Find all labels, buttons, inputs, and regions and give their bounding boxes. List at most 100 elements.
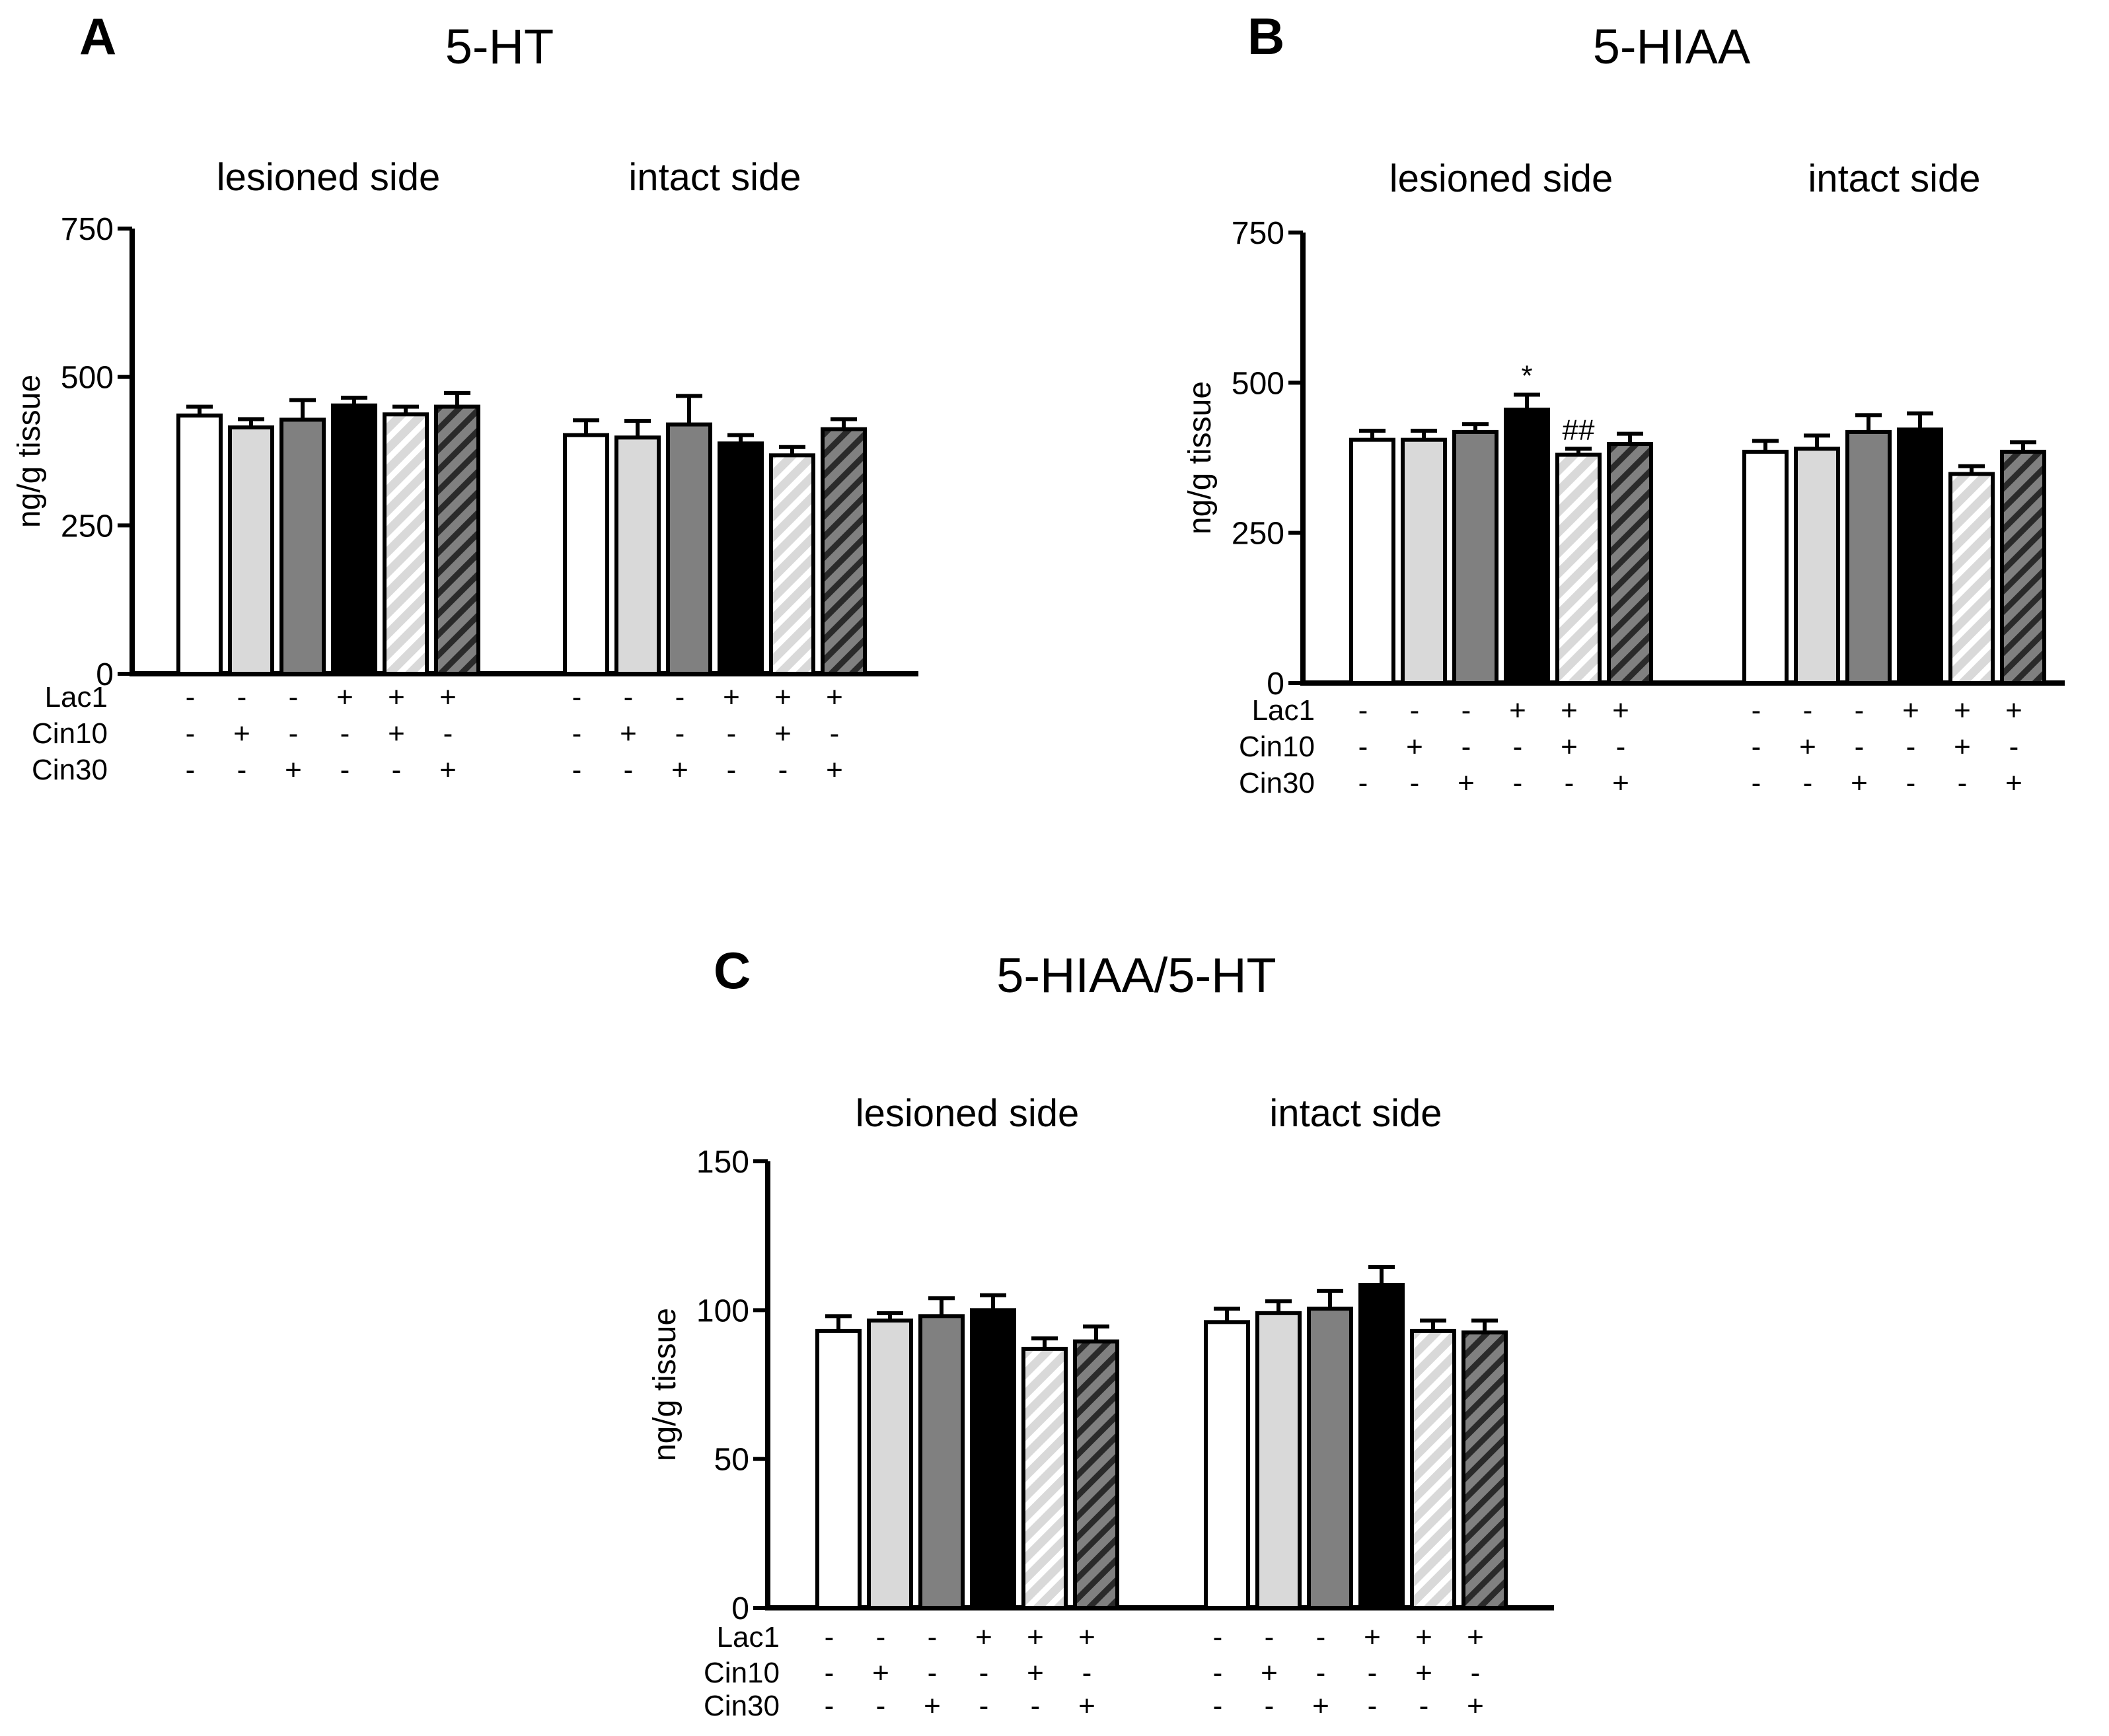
treatment-symbol: + — [1078, 1690, 1095, 1722]
treatment-symbol: - — [1803, 767, 1813, 799]
treatment-row-label: Lac1 — [1252, 694, 1315, 727]
bar — [815, 1328, 862, 1610]
treatment-symbol: + — [975, 1621, 992, 1653]
y-axis-label: ng/g tissue — [648, 1308, 683, 1461]
treatment-symbol: - — [1410, 694, 1420, 727]
treatment-row-label: Cin30 — [1239, 767, 1315, 799]
treatment-symbol: + — [439, 681, 457, 713]
treatment-symbol: - — [727, 717, 737, 750]
treatment-row-label: Cin10 — [704, 1657, 780, 1689]
treatment-symbol: - — [1752, 767, 1761, 799]
y-tick-label: 150 — [696, 1145, 749, 1180]
treatment-symbol: - — [1213, 1690, 1223, 1722]
treatment-symbol: - — [1513, 767, 1523, 799]
treatment-symbol: - — [186, 717, 196, 750]
treatment-symbol: - — [186, 681, 196, 713]
bar — [176, 414, 223, 676]
treatment-symbol: - — [186, 754, 196, 786]
treatment-symbol: + — [1415, 1621, 1432, 1653]
treatment-symbol: - — [624, 681, 634, 713]
treatment-symbol: - — [825, 1621, 834, 1653]
treatment-symbol: + — [774, 717, 792, 750]
treatment-symbol: - — [392, 754, 402, 786]
treatment-symbol: - — [1513, 731, 1523, 763]
treatment-row-label: Cin10 — [1239, 731, 1315, 763]
treatment-symbol: - — [1265, 1690, 1275, 1722]
treatment-symbol: - — [1265, 1621, 1275, 1653]
treatment-symbol: - — [1565, 767, 1574, 799]
y-tick-label: 50 — [714, 1443, 749, 1478]
treatment-symbol: - — [1616, 731, 1626, 763]
y-tick-label: 250 — [61, 509, 114, 544]
treatment-symbol: - — [876, 1621, 886, 1653]
treatment-symbol: - — [928, 1621, 938, 1653]
treatment-symbol: + — [723, 681, 740, 713]
treatment-symbol: - — [1752, 731, 1761, 763]
bar — [1948, 472, 1995, 685]
bar — [666, 422, 712, 676]
treatment-symbol: - — [675, 717, 685, 750]
treatment-symbol: - — [979, 1657, 989, 1689]
treatment-row-label: Cin30 — [704, 1690, 780, 1722]
treatment-symbol: + — [2005, 694, 2022, 727]
treatment-symbol: - — [624, 754, 634, 786]
bar — [614, 435, 661, 676]
bar — [918, 1314, 965, 1610]
treatment-symbol: - — [1471, 1657, 1481, 1689]
treatment-symbol: + — [1954, 731, 1971, 763]
bar — [383, 412, 429, 676]
treatment-symbol: - — [727, 754, 737, 786]
treatment-symbol: + — [336, 681, 353, 713]
treatment-symbol: + — [774, 681, 792, 713]
treatment-symbol: - — [876, 1690, 886, 1722]
panel-title: 5-HT — [445, 19, 554, 74]
treatment-symbol: - — [1906, 767, 1916, 799]
treatment-symbol: - — [1855, 731, 1865, 763]
treatment-symbol: + — [1799, 731, 1816, 763]
significance-label: ## — [1563, 414, 1595, 446]
treatment-symbol: - — [572, 754, 582, 786]
treatment-symbol: + — [439, 754, 457, 786]
bar — [1204, 1320, 1250, 1610]
panel-c: C 5-HIAA/5-HT 0 50 100 150 ng/g tissue lesioned… — [648, 941, 1554, 1722]
treatment-symbol: - — [1462, 731, 1471, 763]
treatment-symbol: + — [1612, 694, 1629, 727]
treatment-row-label: Cin30 — [32, 754, 108, 786]
treatment-symbol: + — [620, 717, 637, 750]
treatment-symbol: - — [1031, 1690, 1041, 1722]
treatment-symbol: + — [872, 1657, 889, 1689]
treatment-symbol: - — [928, 1657, 938, 1689]
treatment-symbol: - — [1906, 731, 1916, 763]
treatment-symbol: + — [1312, 1690, 1329, 1722]
significance-label: * — [1521, 360, 1532, 392]
bar — [821, 427, 867, 676]
treatment-symbol: - — [1958, 767, 1968, 799]
treatment-symbol: - — [340, 754, 350, 786]
y-tick-label: 750 — [61, 212, 114, 247]
bar — [1410, 1328, 1456, 1610]
treatment-symbol: - — [1358, 767, 1368, 799]
y-tick-label: 0 — [731, 1591, 749, 1626]
bar — [1073, 1339, 1119, 1610]
treatment-symbol: + — [826, 754, 843, 786]
treatment-symbol: - — [572, 681, 582, 713]
treatment-symbol: - — [2009, 731, 2019, 763]
y-axis-label: ng/g tissue — [1183, 381, 1218, 534]
treatment-symbol: - — [778, 754, 788, 786]
panel-title: 5-HIAA/5-HT — [996, 948, 1276, 1003]
treatment-symbol: - — [443, 717, 453, 750]
panel-letter: A — [79, 7, 116, 65]
y-tick-label: 500 — [1232, 366, 1284, 401]
treatment-symbol: + — [1561, 694, 1578, 727]
group-label: lesioned side — [217, 156, 441, 199]
bar — [1021, 1346, 1068, 1610]
treatment-symbol: + — [826, 681, 843, 713]
treatment-symbol: - — [572, 717, 582, 750]
treatment-symbol: + — [924, 1690, 941, 1722]
treatment-symbol: - — [1213, 1621, 1223, 1653]
treatment-row-label: Lac1 — [45, 681, 108, 713]
y-tick-label: 250 — [1232, 517, 1284, 552]
treatment-symbol: - — [825, 1657, 834, 1689]
panel-letter: C — [714, 941, 751, 999]
bar — [1555, 452, 1602, 685]
